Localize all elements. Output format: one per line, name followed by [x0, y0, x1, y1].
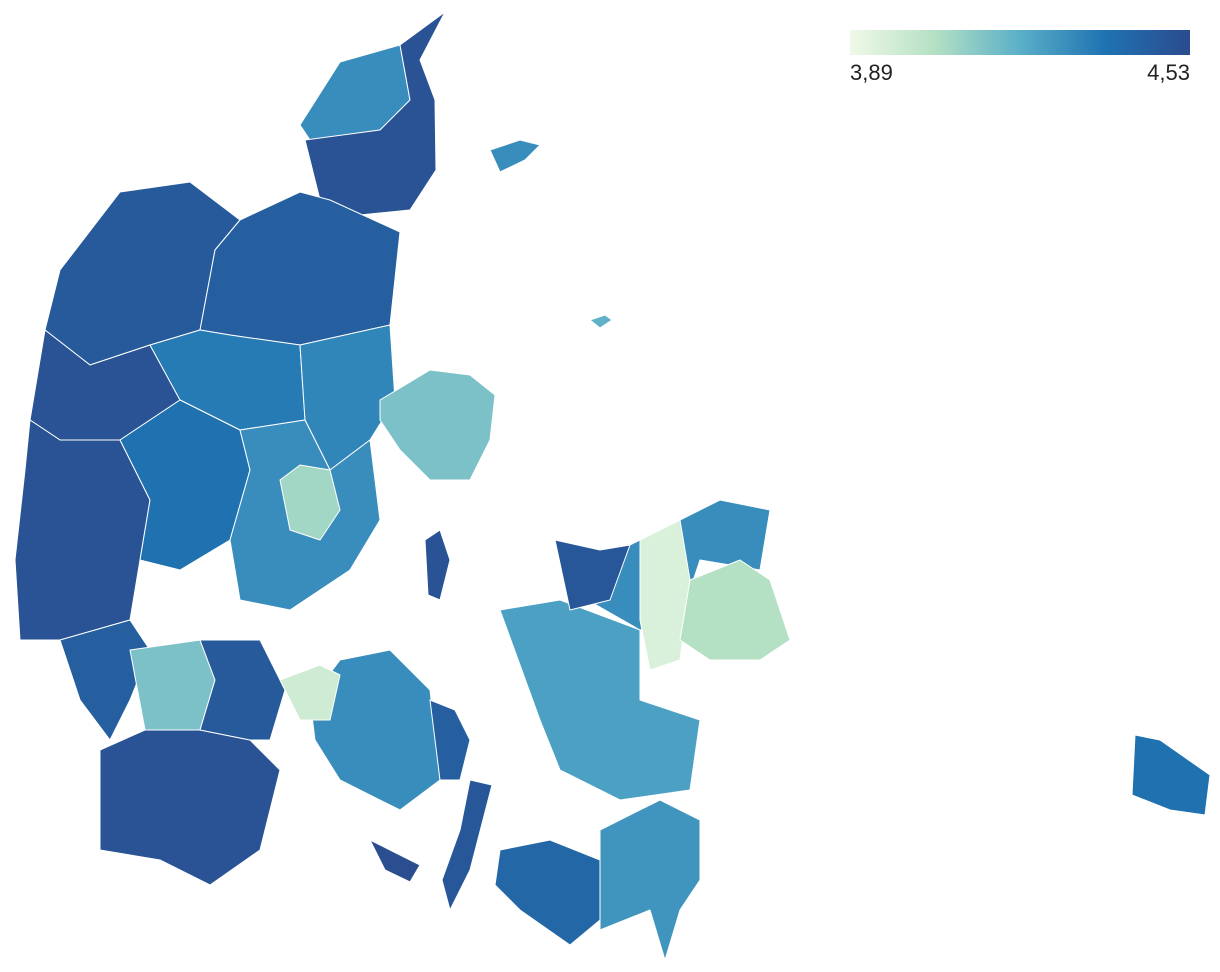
legend-max-label: 4,53 — [1147, 60, 1190, 85]
municipality — [489, 139, 541, 173]
municipality — [589, 314, 613, 329]
municipality — [554, 539, 631, 611]
municipality — [599, 799, 701, 961]
municipality — [679, 559, 791, 661]
legend-min-label: 3,89 — [850, 60, 893, 85]
municipality — [441, 779, 493, 911]
legend-gradient — [850, 30, 1190, 55]
municipality — [279, 464, 341, 541]
municipality — [99, 729, 281, 886]
municipality — [379, 369, 496, 481]
municipality — [279, 664, 341, 721]
municipality — [199, 639, 286, 741]
municipality — [429, 699, 471, 781]
municipality — [499, 599, 701, 801]
municipality — [639, 519, 691, 671]
regions — [14, 11, 1211, 961]
municipality — [494, 839, 601, 946]
legend: 3,89 4,53 — [850, 30, 1190, 85]
municipality — [129, 639, 216, 731]
municipality — [369, 839, 421, 883]
municipality — [424, 529, 451, 601]
municipality — [1131, 734, 1211, 816]
municipality — [59, 619, 151, 741]
municipality — [304, 11, 446, 216]
